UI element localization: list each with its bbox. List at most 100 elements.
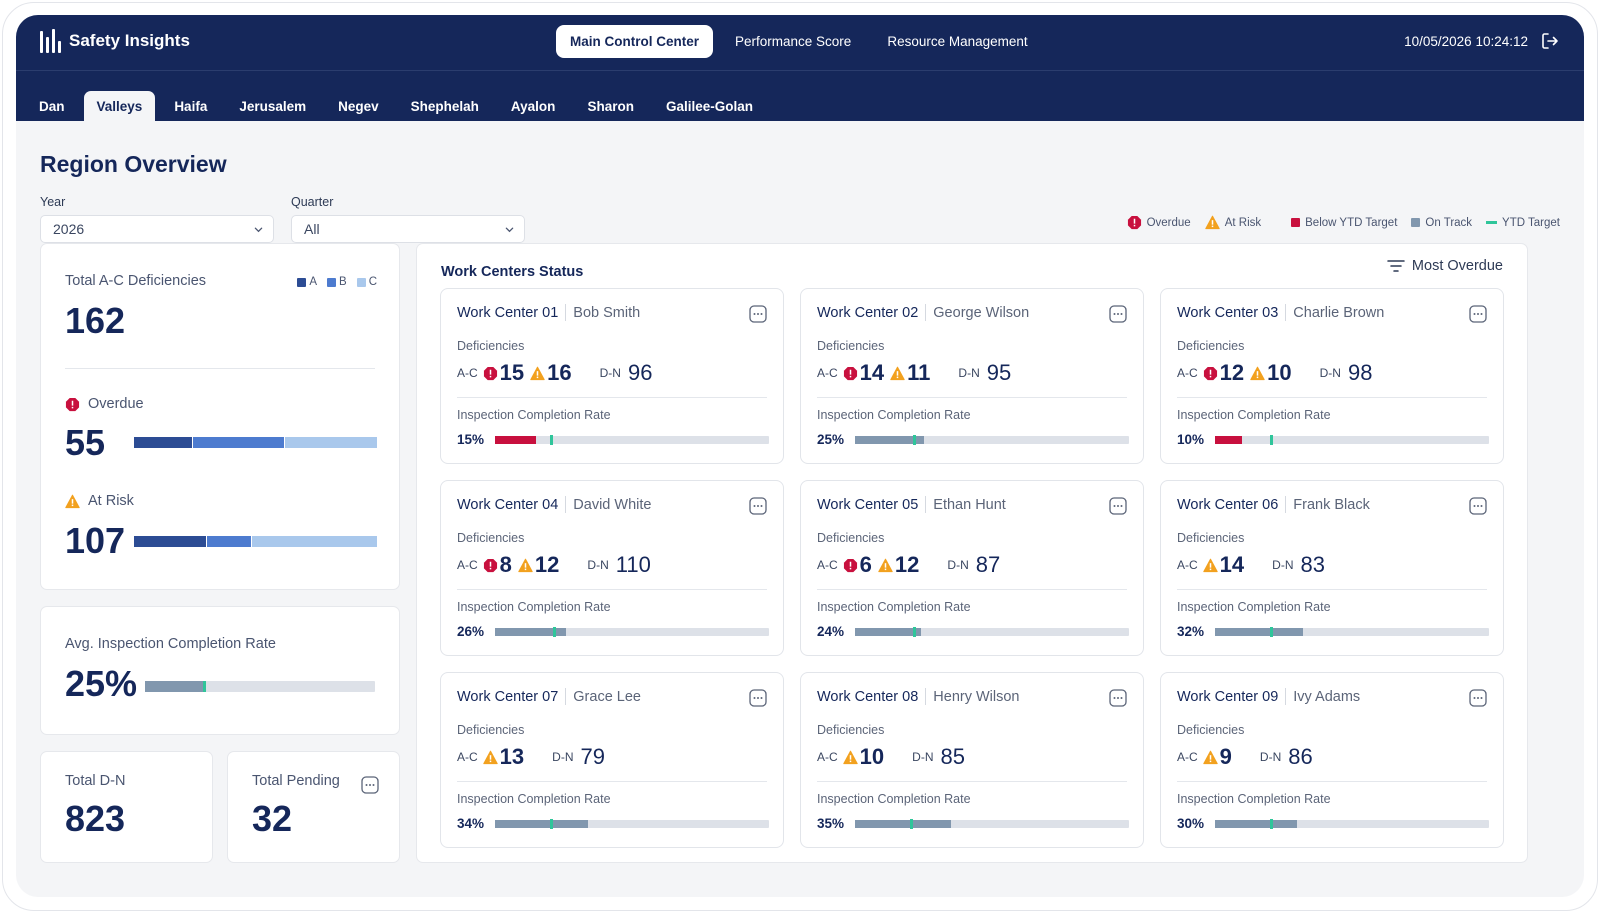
ac-label: A-C	[817, 558, 838, 572]
dn-label: D-N	[1259, 750, 1282, 764]
ytd-swatch	[1486, 221, 1498, 224]
more-options-icon[interactable]	[1469, 689, 1487, 707]
tab-sharon[interactable]: Sharon	[587, 99, 634, 114]
overdue-label: Overdue	[88, 396, 144, 412]
completion-rate-bar	[855, 627, 1129, 637]
more-options-icon[interactable]	[361, 776, 379, 794]
completion-rate-value: 24%	[817, 624, 845, 639]
dn-label: D-N	[552, 750, 574, 764]
more-options-icon[interactable]	[1109, 689, 1127, 707]
nav-performance-score[interactable]: Performance Score	[735, 34, 852, 49]
tab-dan[interactable]: Dan	[39, 99, 65, 114]
deficiencies-label: Deficiencies	[1177, 531, 1245, 545]
work-center-card[interactable]: Work Center 04 David White Deficiencies …	[440, 480, 784, 656]
completion-rate-bar	[495, 819, 769, 829]
work-center-header: Work Center 06 Frank Black	[1177, 496, 1370, 513]
sort-label: Most Overdue	[1411, 258, 1503, 274]
year-value: 2026	[53, 221, 85, 237]
more-options-icon[interactable]	[749, 497, 767, 515]
tab-shephelah[interactable]: Shephelah	[410, 99, 479, 114]
logo[interactable]: Safety Insights	[40, 29, 190, 53]
more-options-icon[interactable]	[1109, 305, 1127, 323]
separator	[1285, 304, 1287, 321]
ytd-target-marker	[1269, 627, 1273, 637]
ac-label: A-C	[457, 558, 478, 572]
on-track-swatch	[1411, 218, 1421, 227]
overdue-count: 14	[859, 360, 885, 385]
warning-icon	[518, 558, 533, 572]
work-center-name: Work Center 06	[1177, 496, 1279, 513]
warning-icon	[530, 366, 545, 380]
work-center-manager: David White	[573, 496, 652, 513]
work-center-name: Work Center 02	[817, 304, 919, 321]
separator	[1285, 496, 1287, 513]
tab-haifa[interactable]: Haifa	[174, 99, 208, 114]
quarter-value: All	[304, 221, 320, 237]
at-risk-count: 12	[534, 552, 560, 577]
legend-at-risk-label: At Risk	[1224, 216, 1262, 229]
legend-ytd-label: YTD Target	[1502, 216, 1560, 229]
ac-label: A-C	[817, 366, 838, 380]
completion-rate-value: 32%	[1177, 624, 1205, 639]
avg-completion-card: Avg. Inspection Completion Rate 25%	[40, 606, 400, 735]
warning-icon	[1250, 366, 1265, 380]
at-risk-abc-bar	[134, 536, 377, 547]
more-options-icon[interactable]	[1469, 497, 1487, 515]
avg-completion-bar	[145, 681, 375, 692]
tab-valleys[interactable]: Valleys	[83, 91, 156, 121]
work-center-name: Work Center 07	[457, 688, 559, 705]
more-options-icon[interactable]	[749, 689, 767, 707]
divider	[817, 781, 1127, 782]
dn-count: 87	[975, 552, 1001, 577]
at-risk-row: At Risk	[65, 493, 134, 509]
deficiency-stats: A-C 9 D-N 86	[1177, 743, 1313, 771]
nav-main-control-center[interactable]: Main Control Center	[556, 25, 714, 58]
at-risk-count: 13	[499, 744, 525, 769]
tab-negev[interactable]: Negev	[338, 99, 379, 114]
work-center-header: Work Center 05 Ethan Hunt	[817, 496, 1006, 513]
overdue-value: 55	[65, 422, 106, 463]
more-options-icon[interactable]	[1469, 305, 1487, 323]
completion-rate-value: 30%	[1177, 816, 1205, 831]
tab-galilee-golan[interactable]: Galilee-Golan	[665, 99, 753, 114]
legend-overdue: Overdue	[1127, 215, 1191, 230]
work-center-card[interactable]: Work Center 07 Grace Lee Deficiencies A-…	[440, 672, 784, 848]
at-risk-stat: 12	[878, 552, 925, 578]
work-center-card[interactable]: Work Center 01 Bob Smith Deficiencies A-…	[440, 288, 784, 464]
b-legend-label: B	[339, 276, 347, 288]
work-center-header: Work Center 03 Charlie Brown	[1177, 304, 1384, 321]
work-center-header: Work Center 02 George Wilson	[817, 304, 1029, 321]
quarter-select[interactable]: All	[291, 215, 525, 243]
work-center-header: Work Center 04 David White	[457, 496, 651, 513]
legend-below-label: Below YTD Target	[1305, 216, 1398, 229]
separator	[565, 496, 567, 513]
more-options-icon[interactable]	[749, 305, 767, 323]
chevron-down-icon	[505, 227, 514, 233]
completion-rate-fill	[495, 628, 567, 636]
work-center-card[interactable]: Work Center 05 Ethan Hunt Deficiencies A…	[800, 480, 1144, 656]
tab-ayalon[interactable]: Ayalon	[510, 99, 556, 114]
work-center-card[interactable]: Work Center 02 George Wilson Deficiencie…	[800, 288, 1144, 464]
work-center-card[interactable]: Work Center 06 Frank Black Deficiencies …	[1160, 480, 1504, 656]
sort-button[interactable]: Most Overdue	[1387, 258, 1503, 274]
tab-jerusalem[interactable]: Jerusalem	[239, 99, 307, 114]
work-center-card[interactable]: Work Center 08 Henry Wilson Deficiencies…	[800, 672, 1144, 848]
overdue-icon	[483, 366, 497, 380]
deficiency-stats: A-C 14 11 D-N 95	[817, 359, 1011, 387]
overdue-stat: 14	[843, 360, 890, 386]
at-risk-count: 10	[859, 744, 885, 769]
ytd-target-marker	[549, 435, 553, 445]
deficiencies-label: Deficiencies	[457, 531, 525, 545]
dn-label: D-N	[1272, 558, 1294, 572]
dn-count: 79	[580, 744, 605, 769]
logout-icon[interactable]	[1540, 31, 1560, 51]
work-center-card[interactable]: Work Center 09 Ivy Adams Deficiencies A-…	[1160, 672, 1504, 848]
nav-resource-management[interactable]: Resource Management	[887, 34, 1028, 49]
warning-icon	[878, 558, 893, 572]
more-options-icon[interactable]	[1109, 497, 1127, 515]
work-center-card[interactable]: Work Center 03 Charlie Brown Deficiencie…	[1160, 288, 1504, 464]
completion-rate-value: 35%	[817, 816, 845, 831]
completion-rate-label: Inspection Completion Rate	[817, 408, 971, 422]
separator	[1285, 688, 1287, 705]
year-select[interactable]: 2026	[40, 215, 274, 243]
